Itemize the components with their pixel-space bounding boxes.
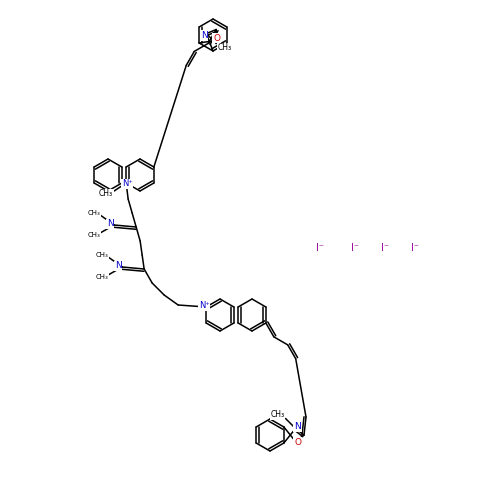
Text: N⁺: N⁺ xyxy=(198,302,209,310)
Text: N⁺: N⁺ xyxy=(122,180,132,188)
Text: O: O xyxy=(294,438,301,447)
Text: CH₃: CH₃ xyxy=(88,210,101,216)
Text: CH₃: CH₃ xyxy=(270,410,284,419)
Text: CH₃: CH₃ xyxy=(96,274,108,280)
Text: I⁻: I⁻ xyxy=(316,243,324,253)
Text: I⁻: I⁻ xyxy=(351,243,359,253)
Text: CH₃: CH₃ xyxy=(217,43,232,52)
Text: I⁻: I⁻ xyxy=(381,243,389,253)
Text: I⁻: I⁻ xyxy=(411,243,419,253)
Text: CH₃: CH₃ xyxy=(88,232,101,238)
Text: N: N xyxy=(294,422,301,431)
Text: N: N xyxy=(115,262,121,270)
Text: N: N xyxy=(201,31,207,40)
Text: CH₃: CH₃ xyxy=(96,252,108,258)
Text: O: O xyxy=(213,34,220,42)
Text: N: N xyxy=(107,220,114,228)
Text: CH₃: CH₃ xyxy=(99,190,113,198)
